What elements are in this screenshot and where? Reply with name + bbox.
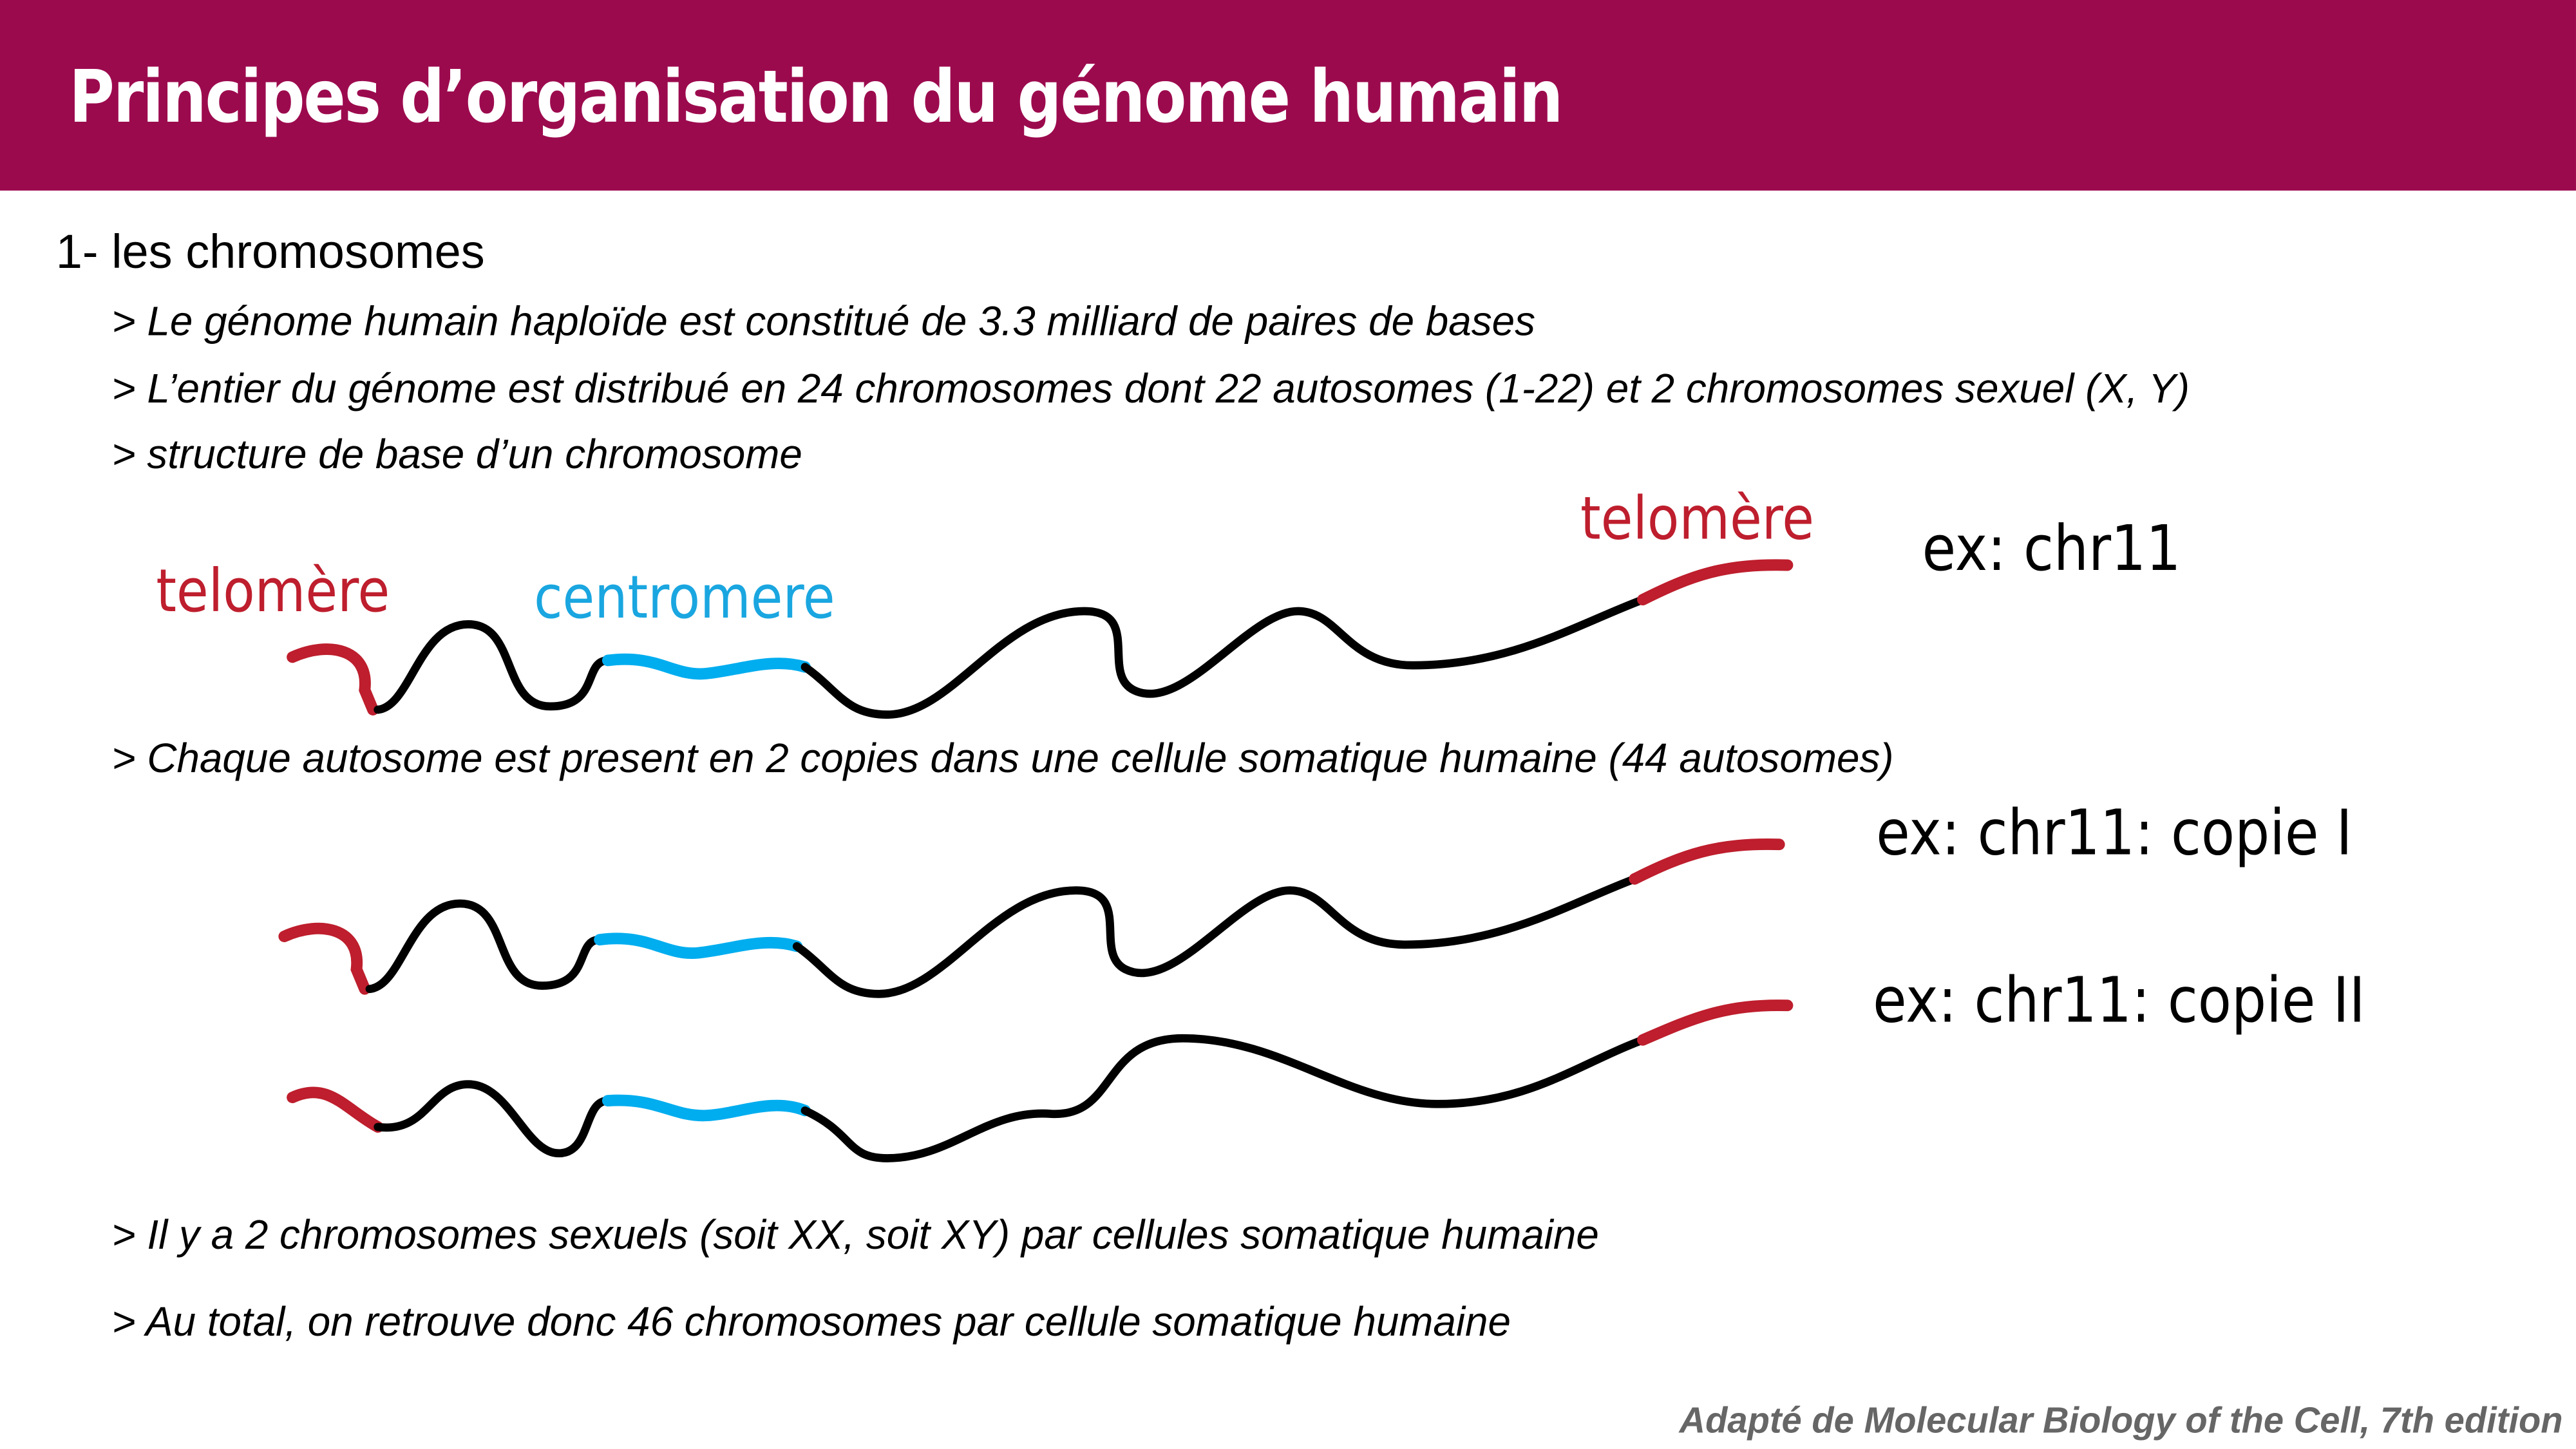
- telomere-right: [1629, 838, 1785, 885]
- centromere: [594, 933, 803, 959]
- bullet-3: > structure de base d’un chromosome: [111, 431, 802, 478]
- bullet-4: > Chaque autosome est present en 2 copie…: [111, 735, 1894, 782]
- copy-2-label: ex: chr11: copie II: [1873, 964, 2365, 1037]
- slide-title: Principes d’organisation du génome humai…: [69, 55, 1563, 140]
- section-heading: 1- les chromosomes: [55, 227, 485, 279]
- source-credit: Adapté de Molecular Biology of the Cell,…: [1679, 1399, 2563, 1441]
- chromatin: [374, 620, 612, 714]
- telomere-left: [278, 922, 371, 995]
- example-label: ex: chr11: [1922, 512, 2181, 585]
- chromatin: [800, 1034, 1647, 1162]
- chromosome-copy-2: [287, 999, 1794, 1162]
- chromatin: [792, 875, 1639, 998]
- bullet-1: > Le génome humain haploïde est constitu…: [111, 299, 1535, 345]
- centromere: [601, 1094, 811, 1122]
- header-bar: Principes d’organisation du génome humai…: [0, 0, 2576, 191]
- telomere-left: [287, 1086, 384, 1133]
- chromatin: [800, 595, 1647, 719]
- telomere-right: [1637, 559, 1794, 606]
- centromere-label: centromere: [534, 565, 835, 633]
- chromosome-single: [287, 559, 1794, 719]
- centromere: [601, 653, 811, 680]
- chromatin: [374, 1080, 612, 1158]
- telomere-right: [1637, 999, 1794, 1046]
- telomere-left-label: telomère: [156, 558, 390, 626]
- telomere-left: [287, 643, 379, 715]
- bullet-6: > Au total, on retrouve donc 46 chromoso…: [111, 1299, 1511, 1346]
- chromatin: [365, 899, 604, 994]
- bullet-5: > Il y a 2 chromosomes sexuels (soit XX,…: [111, 1212, 1599, 1259]
- chromosome-copy-1: [278, 838, 1785, 998]
- telomere-right-label: telomère: [1580, 486, 1814, 554]
- copy-1-label: ex: chr11: copie I: [1876, 797, 2353, 869]
- bullet-2: > L’entier du génome est distribué en 24…: [111, 366, 2190, 413]
